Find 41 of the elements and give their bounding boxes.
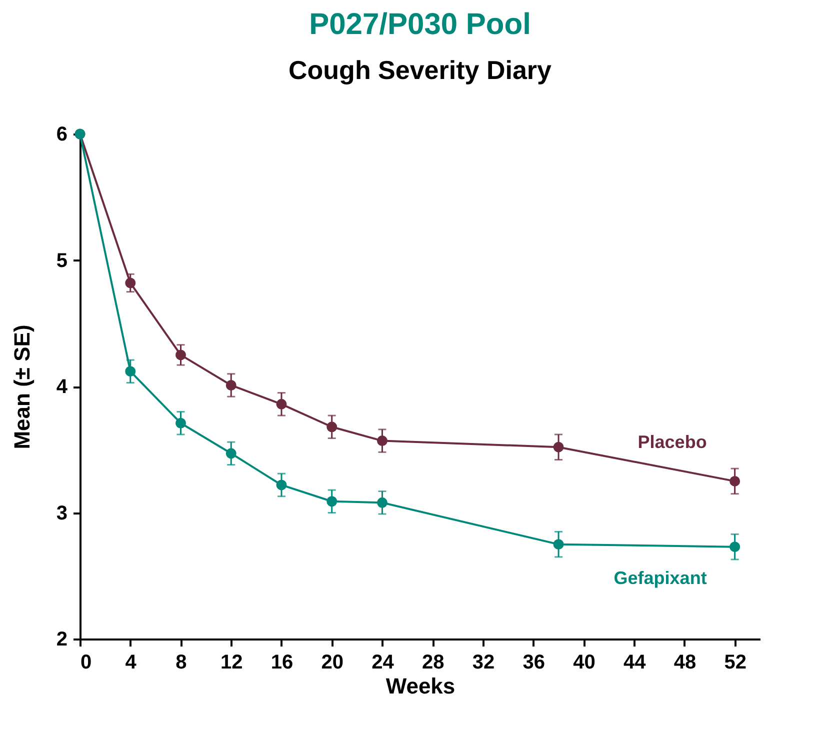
x-tick-label: 16	[270, 652, 294, 674]
x-tick-label: 44	[623, 652, 647, 674]
x-tick-label: 32	[472, 652, 495, 674]
x-axis-title: Weeks	[386, 674, 456, 698]
point	[125, 278, 136, 288]
point	[276, 398, 287, 410]
x-tick-label: 36	[522, 652, 545, 674]
x-tick-label: 12	[220, 652, 243, 674]
x-tick-label: 24	[372, 652, 395, 674]
point	[730, 542, 740, 552]
point	[226, 448, 236, 459]
chart-title: P027/P030 Pool	[309, 8, 531, 41]
x-tick-label: 4	[125, 652, 138, 674]
point	[175, 350, 186, 360]
point	[730, 476, 740, 486]
x-tick-label: 52	[724, 652, 746, 674]
series-label: Gefapixant	[614, 568, 707, 588]
point	[553, 442, 564, 452]
x-tick-label: 28	[422, 652, 444, 674]
point	[175, 418, 186, 428]
point	[376, 436, 388, 446]
point	[553, 539, 564, 550]
x-tick-label: 40	[573, 652, 596, 674]
y-tick-label: 3	[56, 502, 68, 524]
chart-subtitle: Cough Severity Diary	[288, 55, 552, 85]
point	[276, 480, 287, 490]
point	[326, 422, 338, 432]
y-axis-title: Mean (± SE)	[9, 324, 34, 450]
y-tick-label: 2	[56, 628, 68, 650]
x-tick-label: 0	[80, 652, 92, 674]
point	[326, 496, 338, 507]
point	[376, 497, 388, 508]
x-tick-label: 48	[674, 652, 696, 674]
y-tick-label: 5	[56, 250, 68, 272]
y-tick-label: 4	[56, 376, 68, 398]
point	[226, 380, 236, 390]
x-tick-label: 8	[176, 652, 187, 674]
series-label: Placebo	[638, 432, 707, 452]
y-tick-label: 6	[56, 124, 68, 146]
x-tick-label: 20	[321, 652, 344, 674]
point	[125, 366, 136, 377]
